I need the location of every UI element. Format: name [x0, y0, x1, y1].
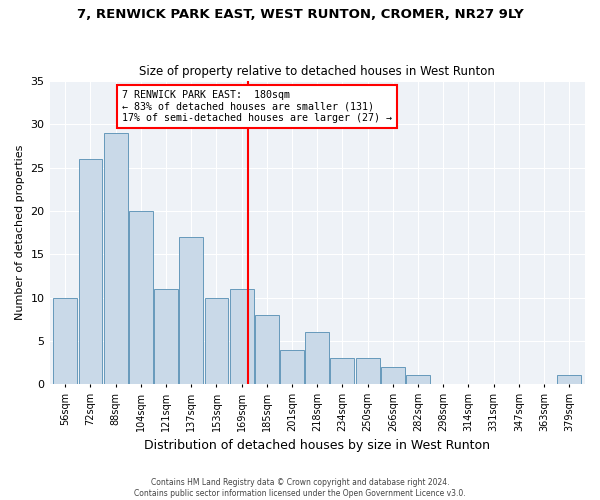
Bar — [104, 133, 128, 384]
Bar — [305, 332, 329, 384]
Bar — [255, 315, 279, 384]
Bar — [406, 376, 430, 384]
Bar — [205, 298, 229, 384]
Bar — [230, 289, 254, 384]
Bar — [557, 376, 581, 384]
Bar — [356, 358, 380, 384]
X-axis label: Distribution of detached houses by size in West Runton: Distribution of detached houses by size … — [144, 440, 490, 452]
Bar — [381, 367, 405, 384]
Bar — [53, 298, 77, 384]
Bar — [154, 289, 178, 384]
Bar — [79, 159, 103, 384]
Bar — [331, 358, 355, 384]
Bar — [129, 211, 153, 384]
Title: Size of property relative to detached houses in West Runton: Size of property relative to detached ho… — [139, 66, 495, 78]
Text: Contains HM Land Registry data © Crown copyright and database right 2024.
Contai: Contains HM Land Registry data © Crown c… — [134, 478, 466, 498]
Text: 7, RENWICK PARK EAST, WEST RUNTON, CROMER, NR27 9LY: 7, RENWICK PARK EAST, WEST RUNTON, CROME… — [77, 8, 523, 20]
Text: 7 RENWICK PARK EAST:  180sqm
← 83% of detached houses are smaller (131)
17% of s: 7 RENWICK PARK EAST: 180sqm ← 83% of det… — [122, 90, 392, 124]
Bar — [179, 237, 203, 384]
Y-axis label: Number of detached properties: Number of detached properties — [15, 145, 25, 320]
Bar — [280, 350, 304, 384]
